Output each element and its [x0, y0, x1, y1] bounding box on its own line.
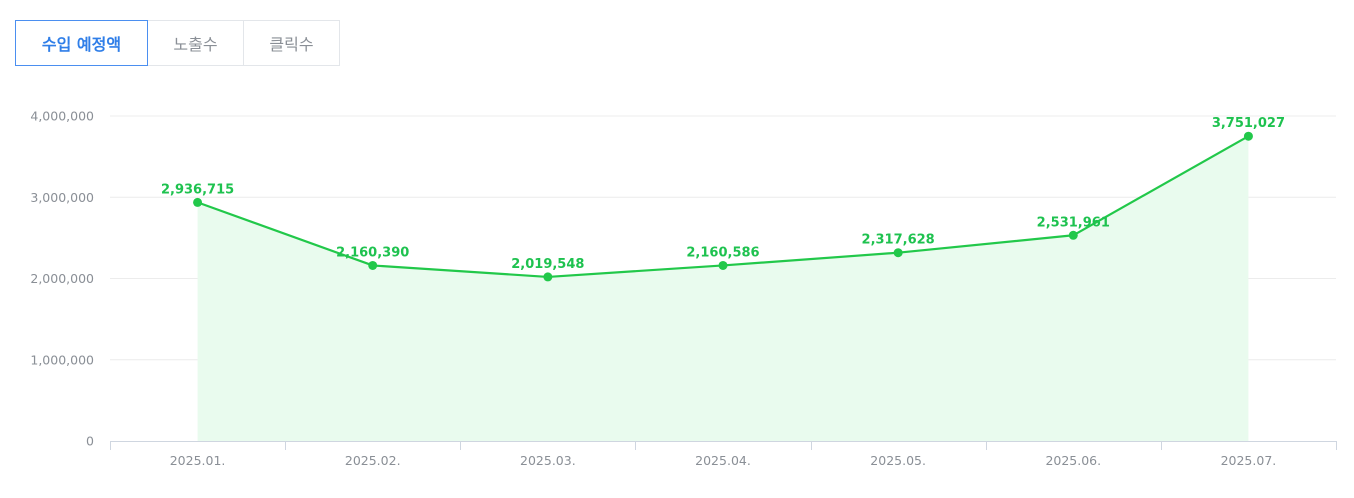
metric-tabs: 수입 예정액 노출수 클릭수 — [15, 20, 340, 66]
data-label: 2,936,715 — [161, 182, 234, 197]
data-point — [368, 260, 378, 270]
y-tick-label: 0 — [86, 434, 94, 449]
y-tick-label: 4,000,000 — [30, 109, 94, 124]
data-point — [893, 248, 903, 258]
x-tick-label: 2025.03. — [520, 453, 576, 468]
area-fill — [197, 136, 1249, 441]
tab-clicks[interactable]: 클릭수 — [243, 20, 340, 66]
data-point — [1243, 131, 1253, 141]
data-label: 2,160,586 — [686, 245, 759, 260]
data-point — [718, 260, 728, 270]
y-tick-label: 3,000,000 — [30, 190, 94, 205]
y-tick-label: 1,000,000 — [30, 352, 94, 367]
data-point — [543, 272, 553, 282]
data-label: 2,160,390 — [336, 245, 409, 260]
x-tick-label: 2025.04. — [695, 453, 751, 468]
data-label: 2,019,548 — [511, 257, 584, 272]
x-tick-label: 2025.05. — [870, 453, 926, 468]
data-point — [193, 197, 203, 207]
data-label: 2,317,628 — [862, 233, 935, 248]
y-tick-label: 2,000,000 — [30, 271, 94, 286]
x-tick-label: 2025.01. — [170, 453, 226, 468]
data-point — [1068, 230, 1078, 240]
tab-expected-revenue[interactable]: 수입 예정액 — [15, 20, 148, 66]
data-label: 3,751,027 — [1212, 116, 1285, 131]
x-tick-label: 2025.07. — [1221, 453, 1277, 468]
x-tick-label: 2025.06. — [1045, 453, 1101, 468]
data-label: 2,531,961 — [1037, 215, 1110, 230]
x-tick-label: 2025.02. — [345, 453, 401, 468]
